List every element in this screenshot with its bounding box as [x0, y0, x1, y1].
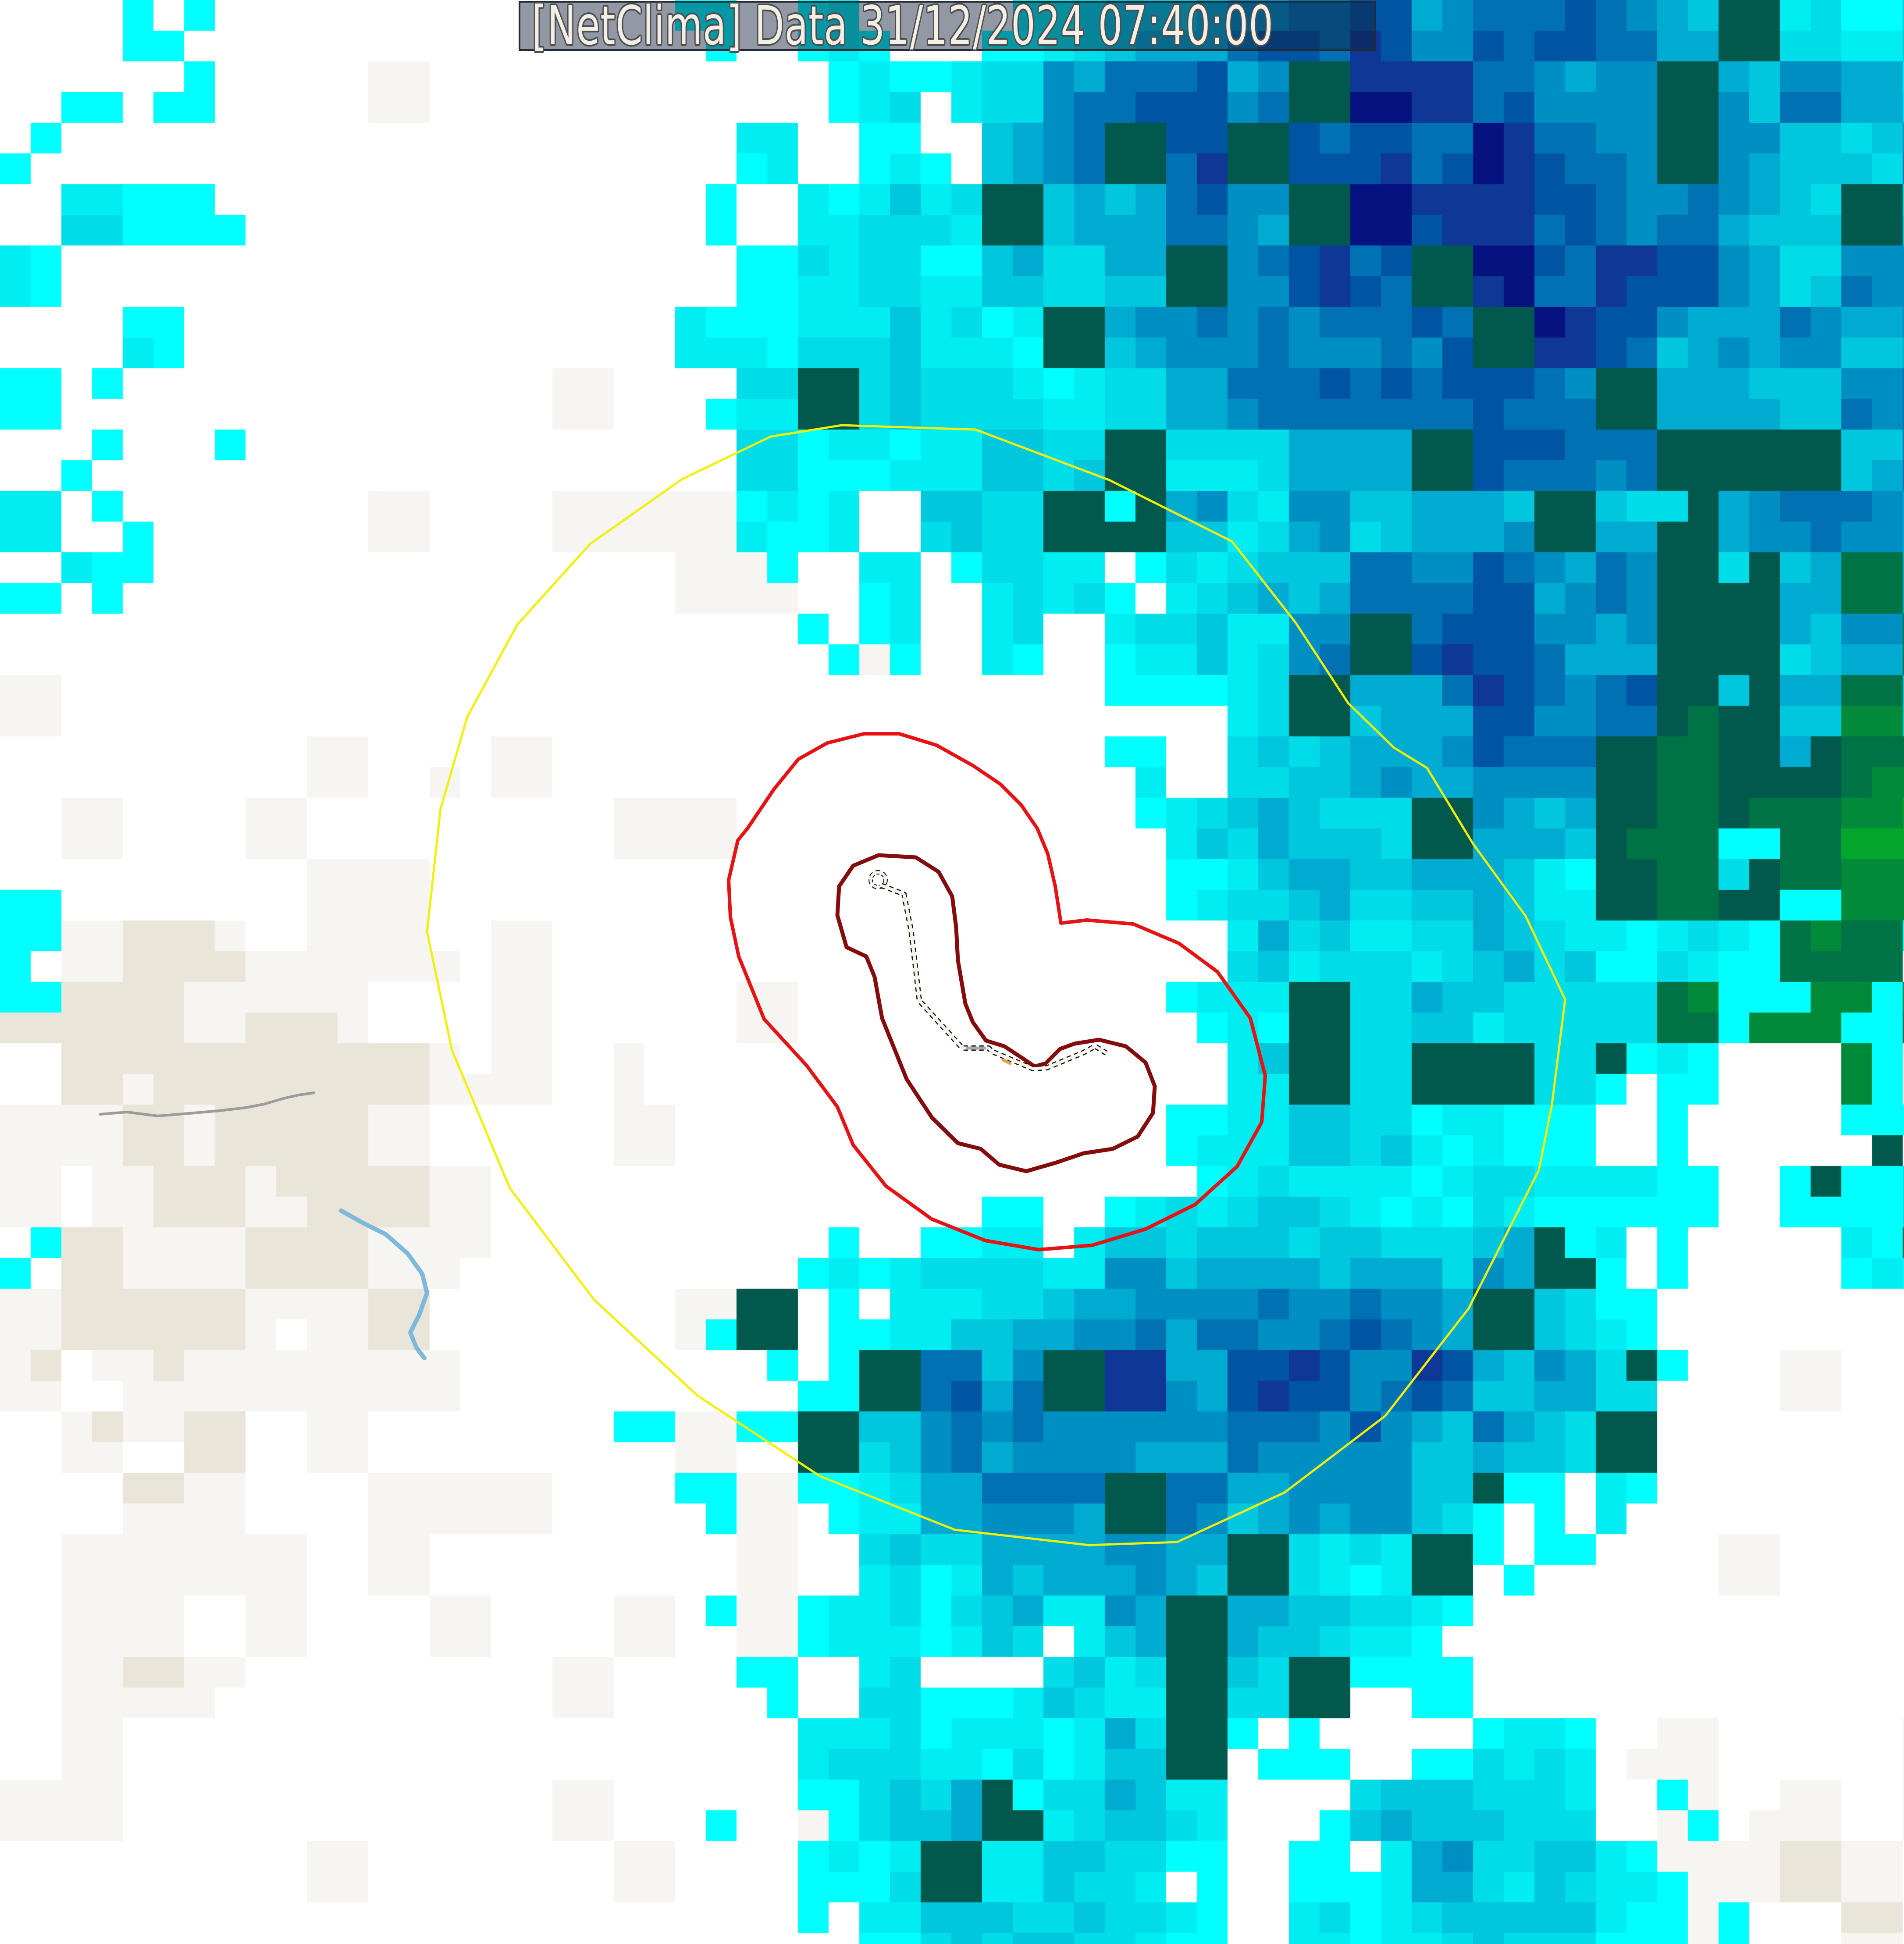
road-line: [99, 1091, 315, 1117]
river-line: [339, 1208, 429, 1360]
storm-track: [868, 870, 1109, 1071]
title-text: [NetClima] Data 31/12/2024 07:40:00: [532, 0, 1274, 57]
middle-threshold-contour: [727, 732, 1267, 1251]
inner-threshold-contour: [835, 853, 1157, 1173]
title-bar: [NetClima] Data 31/12/2024 07:40:00: [519, 0, 1376, 57]
outer-threshold-ring: [426, 424, 1566, 1546]
